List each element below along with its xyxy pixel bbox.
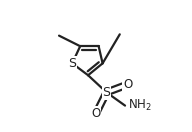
Text: NH$_2$: NH$_2$: [128, 98, 151, 113]
Text: S: S: [68, 57, 76, 70]
Text: S: S: [103, 86, 111, 99]
Text: O: O: [91, 107, 101, 120]
Text: O: O: [123, 78, 132, 91]
